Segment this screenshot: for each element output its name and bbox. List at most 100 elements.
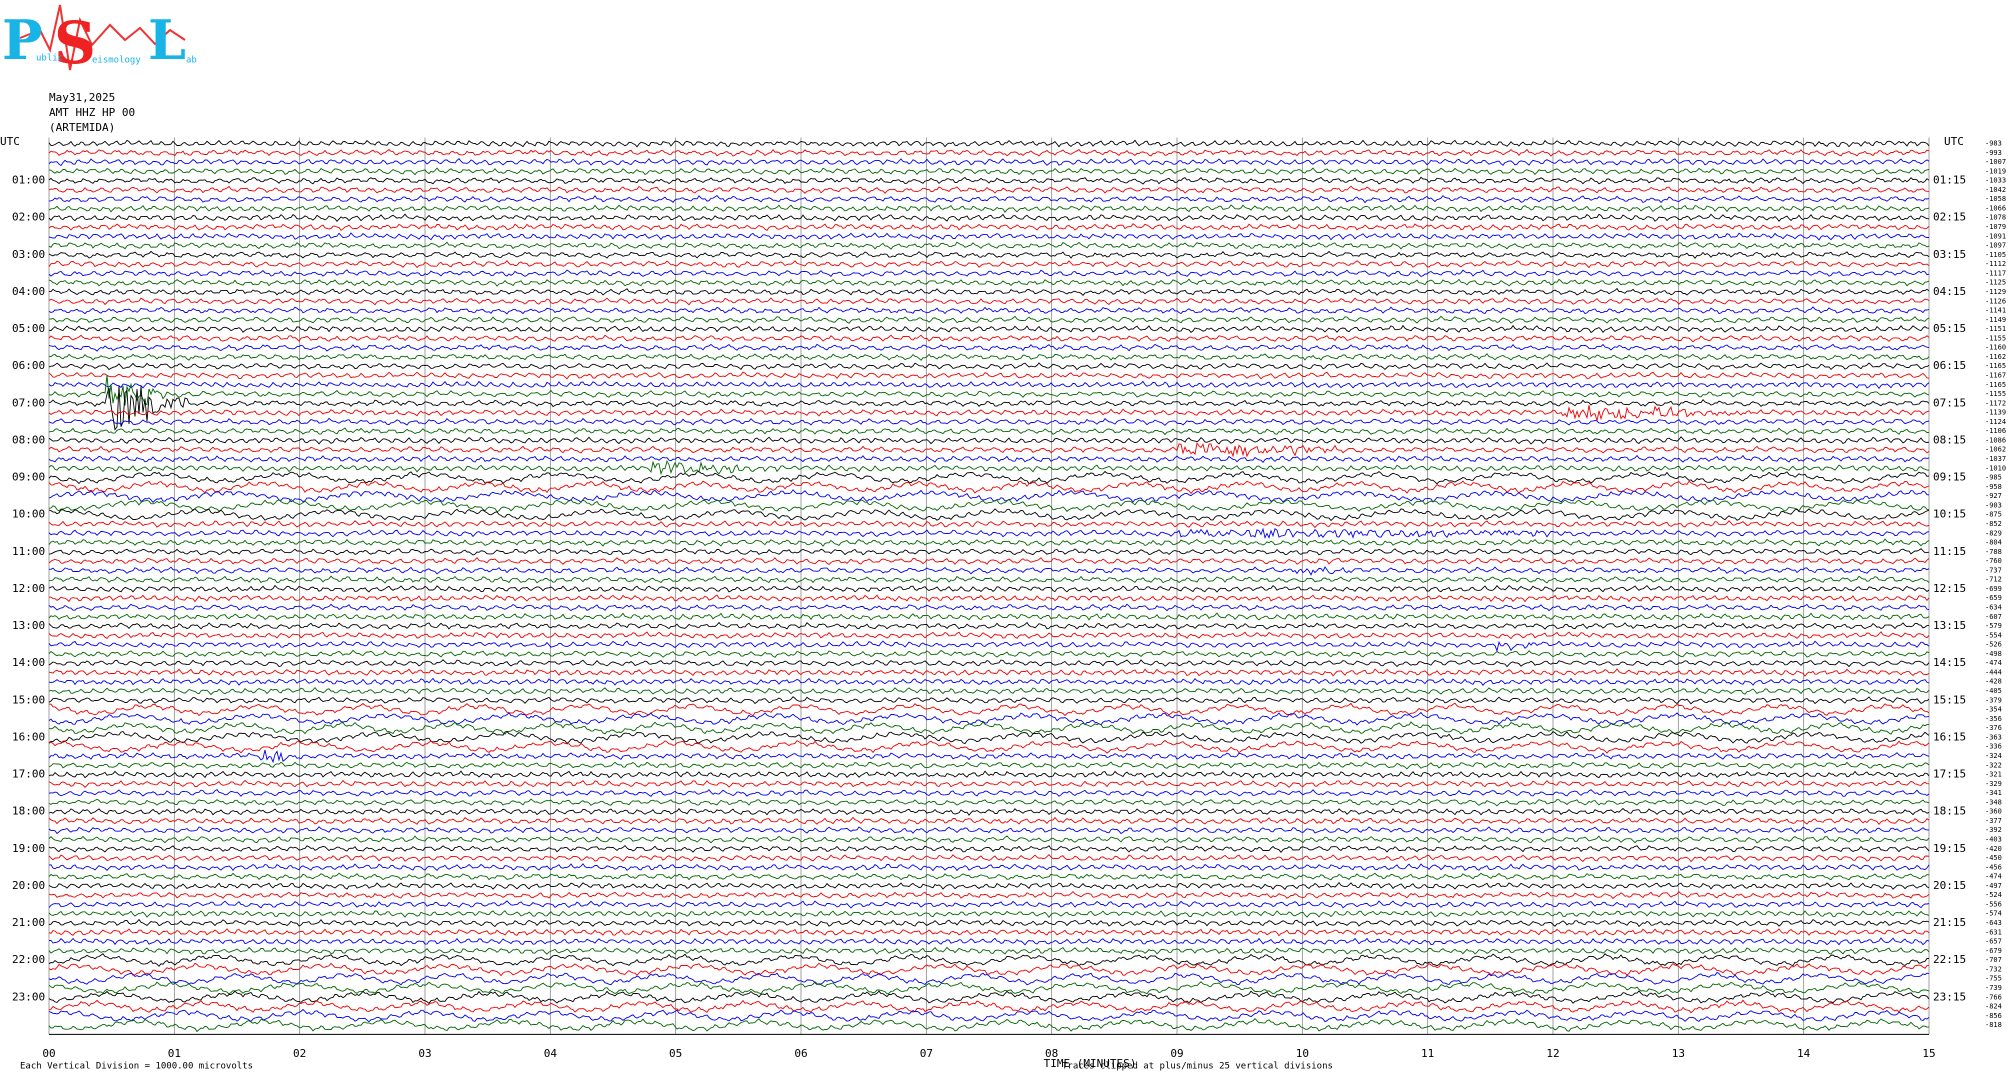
trace-offset: -363 [1985,733,2002,741]
trace [48,881,1930,891]
hour-label: 07:00 [12,396,45,409]
trace-offset: -1165 [1985,362,2006,370]
trace-offset: -983 [1985,140,2002,148]
hour-label: 15:15 [1933,693,1966,706]
trace-offset: -1106 [1985,427,2006,435]
trace-offset: -403 [1985,836,2002,844]
trace-offset: -1105 [1985,251,2006,259]
hour-label: 06:00 [12,359,45,372]
trace [48,999,1930,1014]
x-label: 09 [1170,1047,1183,1060]
trace [48,259,1930,269]
trace [48,649,1930,658]
trace-offset: -875 [1985,511,2002,519]
trace [48,460,1930,476]
logo-word: eismology [92,56,141,66]
hour-label: 16:15 [1933,730,1966,743]
trace-offset: -579 [1985,622,2002,630]
date: May31,2025 [49,91,115,104]
x-label: 11 [1421,1047,1434,1060]
hour-label: 18:15 [1933,805,1966,818]
hour-label: 17:00 [12,768,45,781]
trace [48,556,1930,565]
trace-offset: -829 [1985,529,2002,537]
trace [48,953,1929,967]
trace-offset: -903 [1985,501,2002,509]
trace-offset: -497 [1985,882,2002,890]
trace [48,232,1929,241]
clip-note: Traces clipped at plus/minus 25 vertical… [1062,1062,1333,1072]
trace [48,167,1930,176]
trace [48,910,1930,918]
hour-label: 11:15 [1933,545,1966,558]
hour-label: 02:00 [12,211,45,224]
trace-offset: -377 [1985,817,2002,825]
trace [48,730,1930,745]
trace [48,241,1930,250]
location: (ARTEMIDA) [49,121,115,134]
hour-label: 08:00 [12,433,45,446]
hour-label: 09:00 [12,471,45,484]
trace [48,749,1930,764]
trace-offset: -474 [1985,659,2002,667]
trace-offset: -474 [1985,873,2002,881]
trace-offset: -1058 [1985,195,2006,203]
hour-label: 04:15 [1933,285,1966,298]
trace-offset: -354 [1985,706,2002,714]
trace-offset: -444 [1985,668,2002,676]
trace-offset: -329 [1985,780,2002,788]
hour-label: 12:15 [1933,582,1966,595]
trace-offset: -524 [1985,891,2002,899]
hour-label: 20:15 [1933,879,1966,892]
trace [48,371,1930,380]
trace-offset: -1079 [1985,223,2006,231]
trace-offset: -1151 [1985,325,2006,333]
trace-offset: -322 [1985,761,2002,769]
trace [48,826,1929,835]
trace-offset: -631 [1985,928,2002,936]
trace-offset: -1117 [1985,269,2006,277]
hour-label: 16:00 [12,730,45,743]
hour-label: 15:00 [12,693,45,706]
trace [48,278,1930,287]
x-label: 00 [42,1047,55,1060]
trace-offset: -707 [1985,956,2002,964]
trace-offset: -348 [1985,798,2002,806]
hour-label: 06:15 [1933,359,1966,372]
hour-label: 23:15 [1933,990,1966,1003]
trace [48,269,1930,278]
trace [48,835,1930,844]
x-label: 14 [1797,1047,1811,1060]
trace [48,538,1930,547]
hour-label: 20:00 [12,879,45,892]
trace [48,640,1930,653]
trace [48,990,1930,1004]
hour-label: 14:15 [1933,656,1966,669]
trace-offset: -1037 [1985,455,2006,463]
trace-offset: -392 [1985,826,2002,834]
trace [48,148,1930,157]
trace-offset: -1019 [1985,167,2006,175]
utc-right: UTC [1944,135,1964,148]
trace-offset: -324 [1985,752,2002,760]
trace [48,584,1930,593]
logo-word: ublic [36,54,63,64]
x-label: 03 [418,1047,431,1060]
trace [48,375,1930,406]
trace-offset: -1062 [1985,446,2006,454]
trace-offset: -927 [1985,492,2002,500]
trace [48,489,1930,503]
trace [48,575,1930,584]
trace-offset: -498 [1985,650,2002,658]
trace-offset: -679 [1985,947,2002,955]
trace [48,816,1930,826]
trace [48,508,1930,522]
trace [48,890,1930,900]
trace [48,798,1930,807]
logo-wave [19,4,186,71]
trace-offset: -450 [1985,854,2002,862]
trace [48,176,1930,185]
x-label: 15 [1922,1047,1935,1060]
trace-offset: -341 [1985,789,2002,797]
